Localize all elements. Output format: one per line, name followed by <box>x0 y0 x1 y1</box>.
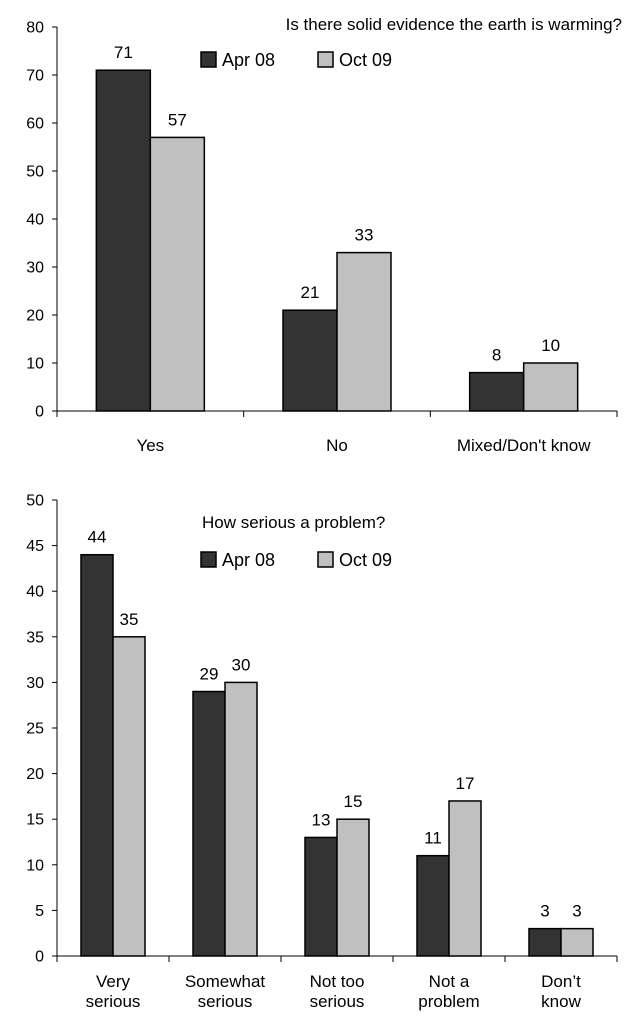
bar <box>224 681 258 957</box>
legend-label: Apr 08 <box>222 550 275 570</box>
x-tick-label: Yes <box>136 436 164 455</box>
y-tick-label: 10 <box>26 857 44 874</box>
y-tick-label: 60 <box>26 116 44 133</box>
chart-title: How serious a problem? <box>202 513 385 532</box>
x-tick-label: Mixed/Don't know <box>457 436 591 455</box>
data-label: 71 <box>114 43 133 62</box>
bar <box>336 251 392 412</box>
bar <box>336 818 370 957</box>
bar <box>468 371 525 412</box>
x-tick-label: Very <box>96 972 131 991</box>
y-tick-label: 25 <box>26 721 44 738</box>
x-tick-label: No <box>326 436 348 455</box>
bar <box>522 362 579 412</box>
bar <box>528 927 562 957</box>
y-tick-label: 10 <box>26 356 44 373</box>
y-tick-label: 30 <box>26 675 44 692</box>
y-tick-label: 50 <box>26 164 44 181</box>
x-tick-label: Somewhat <box>185 972 266 991</box>
y-tick-label: 15 <box>26 812 44 829</box>
legend-swatch <box>200 51 217 68</box>
x-tick-label: serious <box>198 992 253 1011</box>
legend-swatch <box>317 551 334 568</box>
x-tick-label: serious <box>310 992 365 1011</box>
y-tick-label: 30 <box>26 260 44 277</box>
data-label: 17 <box>456 774 475 793</box>
x-tick-label: Not a <box>429 972 470 991</box>
bar <box>80 553 114 957</box>
legend-label: Apr 08 <box>222 50 275 70</box>
x-tick-label: know <box>541 992 581 1011</box>
x-tick-label: serious <box>86 992 141 1011</box>
data-label: 35 <box>120 610 139 629</box>
x-tick-label: Not too <box>310 972 365 991</box>
bar <box>112 636 146 957</box>
legend-label: Oct 09 <box>339 50 392 70</box>
data-label: 33 <box>355 226 374 245</box>
y-tick-label: 20 <box>26 308 44 325</box>
x-tick-label: Don’t <box>541 972 581 991</box>
bar <box>304 836 338 957</box>
y-tick-label: 50 <box>26 493 44 510</box>
data-label: 10 <box>541 336 560 355</box>
data-label: 8 <box>492 346 501 365</box>
data-label: 29 <box>200 665 219 684</box>
data-label: 44 <box>88 528 107 547</box>
y-tick-label: 5 <box>35 903 44 920</box>
data-label: 57 <box>168 110 187 129</box>
bar <box>95 69 152 412</box>
y-tick-label: 20 <box>26 766 44 783</box>
data-label: 30 <box>232 655 251 674</box>
data-label: 15 <box>344 792 363 811</box>
legend-label: Oct 09 <box>339 550 392 570</box>
data-label: 3 <box>540 902 549 921</box>
y-tick-label: 40 <box>26 212 44 229</box>
x-tick-label: problem <box>418 992 479 1011</box>
chart-title: Is there solid evidence the earth is war… <box>286 15 622 34</box>
bar <box>448 800 482 957</box>
y-tick-label: 35 <box>26 629 44 646</box>
bar <box>416 854 450 957</box>
bar <box>149 136 206 412</box>
data-label: 3 <box>572 902 581 921</box>
evidence-chart: 0 10 20 30 40 50 60 70 80 71 57 Yes 21 33 No 8 10 Mixed/D… <box>26 15 622 455</box>
y-tick-label: 80 <box>26 20 44 37</box>
bar <box>282 309 338 412</box>
y-tick-label: 45 <box>26 538 44 555</box>
bar <box>192 690 226 957</box>
y-tick-label: 0 <box>35 949 44 966</box>
data-label: 21 <box>301 283 320 302</box>
y-tick-label: 0 <box>35 404 44 421</box>
data-label: 13 <box>312 810 331 829</box>
bar <box>560 927 594 957</box>
y-tick-label: 40 <box>26 584 44 601</box>
data-label: 11 <box>424 829 442 848</box>
legend-swatch <box>200 551 217 568</box>
legend-swatch <box>317 51 334 68</box>
y-tick-label: 70 <box>26 68 44 85</box>
